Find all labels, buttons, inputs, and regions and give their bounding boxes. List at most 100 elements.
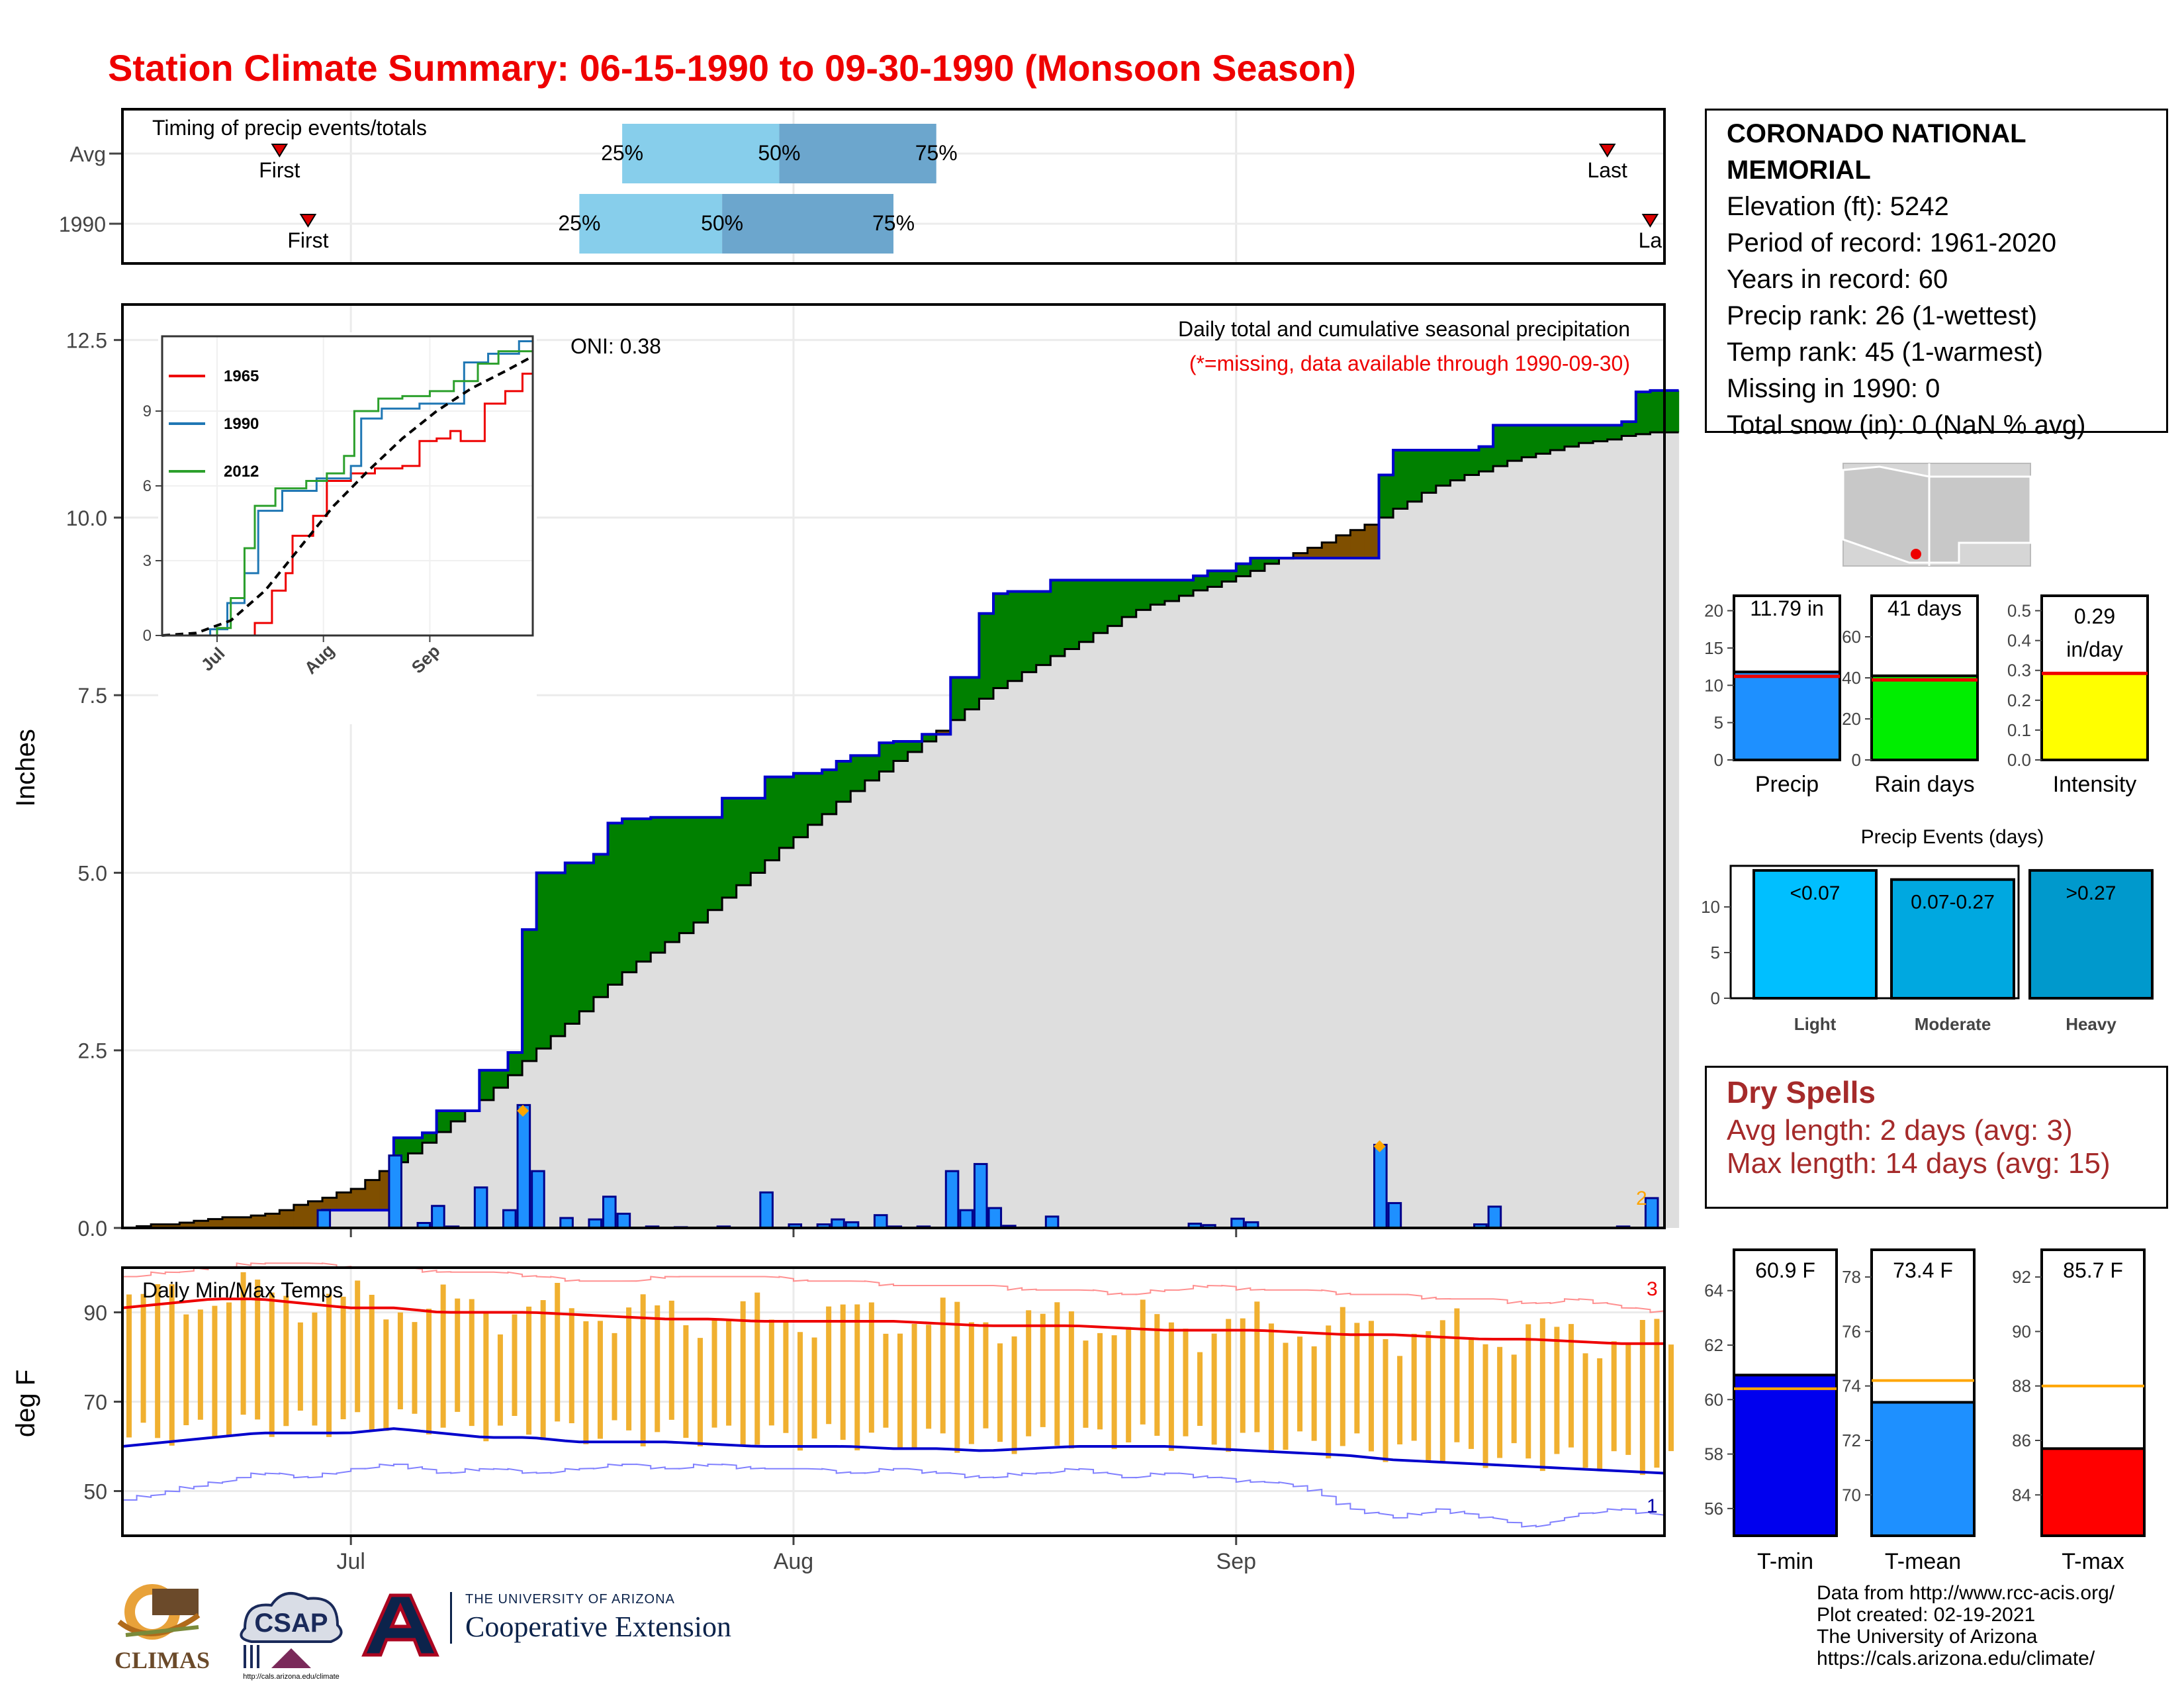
precip-normal-area-44	[751, 872, 766, 1228]
precip-normal-area-58	[950, 720, 966, 1228]
precip-normal-area-55	[907, 752, 923, 1228]
precip-normal-area-47	[793, 837, 809, 1228]
precip-above-normal-25	[479, 1070, 494, 1100]
precip-above-normal-69	[1107, 580, 1122, 626]
precip-daily-bar-9	[559, 1217, 574, 1229]
precip-above-normal-100	[1550, 425, 1565, 450]
precip-above-normal-93	[1450, 449, 1465, 481]
precip-above-normal-35	[622, 818, 637, 972]
precip-normal-area-72	[1150, 604, 1165, 1228]
precip-above-normal-104	[1607, 425, 1622, 440]
temps-corner-count-top: 3	[1647, 1278, 1658, 1300]
precip-ytick-label-4: 10.0	[66, 506, 107, 530]
precip-normal-area-51	[850, 791, 866, 1228]
temps-ylabel: deg F	[11, 1370, 40, 1437]
inset-ytick-label-3: 9	[143, 402, 152, 420]
precip-below-normal-16	[351, 1188, 366, 1211]
precip-normal-area-60	[979, 698, 994, 1228]
precip-normal-area-90	[1407, 501, 1422, 1229]
totals-bar-0	[1733, 671, 1841, 761]
precip-above-normal-72	[1150, 580, 1165, 605]
inset-ytick-label-2: 6	[143, 477, 152, 495]
precip-above-normal-32	[579, 863, 594, 1011]
tempbar-bar-1	[1870, 1401, 1976, 1537]
precip-below-normal-3	[165, 1224, 180, 1228]
tempbar-category-label-2: T-max	[2062, 1549, 2124, 1574]
tempbar-ytick-label-1-2: 74	[1842, 1376, 1861, 1396]
tempbar-ytick-label-0-2: 60	[1704, 1389, 1723, 1409]
temps-ytick-label-2: 90	[83, 1301, 107, 1325]
totals-ytick-label-2-0: 0.0	[2007, 750, 2031, 770]
precip-below-normal-2	[151, 1224, 166, 1228]
precip-normal-area-107	[1650, 432, 1665, 1229]
station-info-panel: CORONADO NATIONAL MEMORIAL Elevation (ft…	[1705, 109, 2168, 440]
precip-above-normal-23	[451, 1110, 466, 1122]
precip-daily-bar-3	[431, 1205, 445, 1229]
x-axis-month-label-2: Sep	[1216, 1549, 1257, 1574]
tempbar-value-label-1: 73.4 F	[1893, 1258, 1953, 1282]
precip-normal-area-105	[1621, 436, 1637, 1228]
precip-above-normal-106	[1635, 391, 1651, 434]
precip-above-normal-29	[536, 872, 551, 1049]
precip-daily-bar-37	[1487, 1205, 1502, 1229]
timing-row-label-0: Avg	[69, 142, 106, 166]
precip-above-normal-88	[1379, 475, 1394, 518]
precip-normal-area-15	[336, 1210, 351, 1228]
precip-daily-bar-26	[973, 1162, 988, 1229]
precip-normal-area-108	[1664, 432, 1680, 1229]
totals-ytick-label-1-2: 40	[1842, 668, 1861, 688]
timing-last-label-0: Last	[1587, 158, 1627, 182]
precip-normal-area-40	[693, 922, 709, 1228]
totals-ytick-label-2-1: 0.1	[2007, 720, 2031, 740]
precip-above-normal-47	[793, 773, 809, 837]
precip-above-normal-78	[1236, 563, 1251, 577]
precip-above-normal-22	[436, 1110, 451, 1133]
credit-university: The University of Arizona	[1817, 1626, 2038, 1648]
precip-above-normal-74	[1179, 580, 1194, 596]
events-bar-label-1: 0.07-0.27	[1911, 892, 1995, 914]
station-precip-rank: Precip rank: 26 (1-wettest)	[1727, 301, 2038, 330]
precip-above-normal-79	[1250, 558, 1265, 571]
precip-normal-area-31	[565, 1023, 580, 1228]
precip-normal-area-42	[722, 898, 737, 1228]
precip-normal-area-57	[936, 734, 951, 1228]
tempbar-ytick-label-0-3: 62	[1704, 1335, 1723, 1355]
tempbar-category-label-0: T-min	[1757, 1549, 1813, 1574]
precip-normal-area-43	[736, 885, 751, 1228]
precip-above-normal-39	[679, 817, 694, 933]
precip-above-normal-54	[893, 741, 909, 761]
precip-normal-area-73	[1164, 601, 1180, 1228]
precip-daily-bar-24	[944, 1170, 960, 1229]
precip-normal-area-88	[1379, 517, 1394, 1228]
credit-data-source: Data from http://www.rcc-acis.org/	[1817, 1582, 2115, 1604]
precip-ytick-label-0: 0.0	[78, 1217, 107, 1241]
precip-normal-area-94	[1464, 475, 1480, 1228]
precip-below-normal-9	[251, 1215, 266, 1228]
temps-corner-count-bottom: 1	[1647, 1495, 1658, 1517]
timing-last-label-1: La	[1639, 228, 1662, 252]
station-elevation: Elevation (ft): 5242	[1727, 192, 1949, 221]
precip-above-normal-48	[807, 773, 823, 825]
precip-above-normal-70	[1122, 580, 1137, 618]
precip-1990-cumulative-line	[122, 389, 1679, 1229]
precip-daily-bar-5	[473, 1186, 488, 1229]
dry-spells-max: Max length: 14 days (avg: 15)	[1727, 1147, 2111, 1180]
temps-title: Daily Min/Max Temps	[142, 1278, 343, 1302]
totals-value-unit-2: in/day	[2066, 637, 2122, 661]
precip-above-normal-58	[950, 677, 966, 720]
precip-ytick-label-2: 5.0	[78, 861, 107, 885]
precip-daily-bar-35	[1387, 1201, 1402, 1229]
station-snow: Total snow (in): 0 (NaN % avg)	[1727, 410, 2086, 440]
precip-normal-area-16	[351, 1210, 366, 1228]
timing-bar-q50-q75-1	[722, 194, 893, 254]
precip-above-normal-44	[751, 798, 766, 873]
timing-first-label-1: First	[287, 228, 328, 252]
precip-below-normal-83	[1307, 547, 1322, 559]
x-axis-month-label-1: Aug	[774, 1549, 814, 1574]
precip-above-normal-63	[1022, 591, 1037, 673]
precip-normal-area-75	[1193, 590, 1208, 1228]
tempbar-ytick-label-2-0: 84	[2012, 1485, 2031, 1505]
precip-above-normal-108	[1664, 390, 1680, 433]
climas-logo: CLIMAS	[114, 1584, 210, 1673]
tempbar-ytick-label-1-1: 72	[1842, 1430, 1861, 1450]
